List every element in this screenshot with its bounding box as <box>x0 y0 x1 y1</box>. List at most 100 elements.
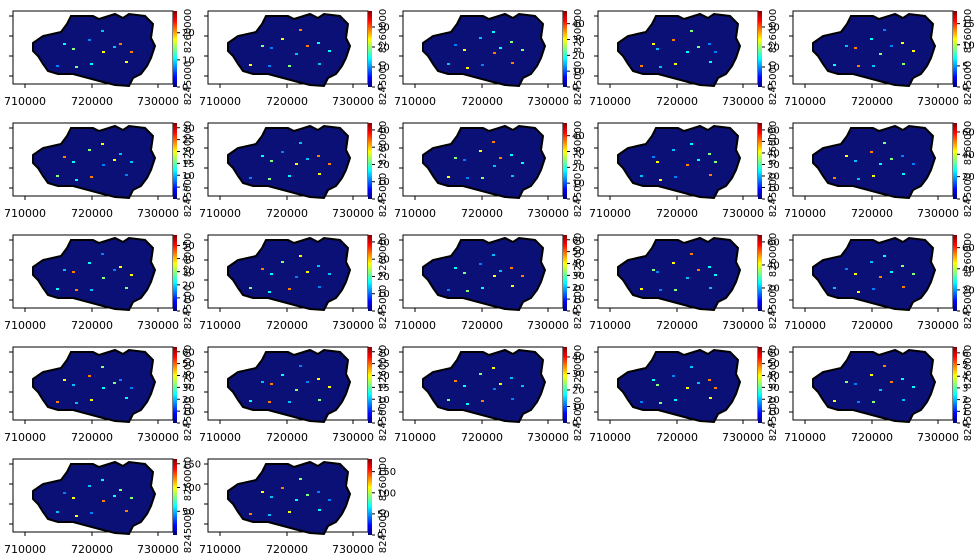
study-area-raster <box>617 236 742 312</box>
hotspot-cell <box>281 38 284 40</box>
x-tick-label: 720000 <box>71 319 113 332</box>
hotspot-cell <box>268 401 271 403</box>
x-tick-label: 710000 <box>4 207 46 220</box>
x-tick-label: 730000 <box>332 431 374 444</box>
hotspot-cell <box>268 178 271 180</box>
colorbar <box>368 11 372 87</box>
hotspot-cell <box>119 43 122 45</box>
hotspot-cell <box>72 161 75 163</box>
hotspot-cell <box>130 387 133 389</box>
hotspot-cell <box>306 271 309 273</box>
x-tick-label: 720000 <box>71 543 113 556</box>
hotspot-cell <box>492 254 495 256</box>
y-tick-label: 8260000 <box>573 233 584 278</box>
hotspot-cell <box>652 43 655 45</box>
map-panel: 710000 720000 7300000501001508260000824500… <box>199 457 396 556</box>
y-tick-label: 8245000 <box>378 173 389 218</box>
x-tick-label: 730000 <box>137 207 179 220</box>
hotspot-cell <box>63 492 66 494</box>
study-area-raster <box>812 12 937 88</box>
y-tick-label: 8245000 <box>573 61 584 106</box>
hotspot-cell <box>902 286 905 288</box>
hotspot-cell <box>521 385 524 387</box>
hotspot-cell <box>270 273 273 275</box>
hotspot-cell <box>75 179 78 181</box>
colorbar-tick-label: 0 <box>572 419 578 430</box>
colorbar-tick-label: 10 <box>377 63 390 74</box>
colorbar-tick-label: 5 <box>377 407 383 418</box>
hotspot-cell <box>857 178 860 180</box>
y-tick-label: 8245000 <box>378 509 389 554</box>
hotspot-cell <box>659 402 662 404</box>
colorbar <box>758 235 762 311</box>
hotspot-cell <box>63 379 66 381</box>
x-tick-label: 710000 <box>589 319 631 332</box>
hotspot-cell <box>288 288 291 290</box>
x-tick-label: 730000 <box>527 95 569 108</box>
x-tick-label: 710000 <box>394 207 436 220</box>
colorbar-tick-label: 20 <box>767 171 780 182</box>
study-area-raster <box>227 348 352 424</box>
hotspot-cell <box>466 403 469 405</box>
colorbar-tick-label: 50 <box>767 359 780 370</box>
hotspot-cell <box>709 174 712 176</box>
x-tick-label: 720000 <box>851 207 893 220</box>
hotspot-cell <box>328 499 331 501</box>
colorbar <box>953 11 957 87</box>
colorbar-tick-label: 30 <box>182 383 195 394</box>
hotspot-cell <box>317 491 320 493</box>
colorbar <box>758 123 762 199</box>
hotspot-cell <box>510 41 513 43</box>
hotspot-cell <box>299 478 302 480</box>
hotspot-cell <box>879 163 882 165</box>
hotspot-cell <box>890 45 893 47</box>
colorbar-tick-label: 20 <box>572 385 585 396</box>
hotspot-cell <box>130 51 133 53</box>
colorbar-tick-label: 20 <box>377 371 390 382</box>
study-area-raster <box>32 12 157 88</box>
hotspot-cell <box>72 271 75 273</box>
hotspot-cell <box>697 46 700 48</box>
colorbar-tick-label: 20 <box>377 272 390 283</box>
hotspot-cell <box>640 401 643 403</box>
y-tick-label: 8260000 <box>963 121 974 166</box>
study-area-raster <box>422 124 547 200</box>
hotspot-cell <box>268 65 271 67</box>
colorbar-tick-label: 60 <box>767 237 780 248</box>
study-area-raster <box>227 12 352 88</box>
hotspot-cell <box>656 161 659 163</box>
colorbar-tick-label: 20 <box>572 283 585 294</box>
hotspot-cell <box>481 287 484 289</box>
hotspot-cell <box>833 287 836 289</box>
hotspot-cell <box>125 174 128 176</box>
colorbar-tick-label: 2 <box>962 395 968 406</box>
colorbar <box>368 347 372 423</box>
hotspot-cell <box>511 398 514 400</box>
hotspot-cell <box>125 397 128 399</box>
hotspot-cell <box>261 155 264 157</box>
x-tick-label: 730000 <box>332 95 374 108</box>
hotspot-cell <box>854 383 857 385</box>
hotspot-cell <box>672 375 675 377</box>
hotspot-cell <box>288 175 291 177</box>
colorbar-tick-label: 40 <box>572 352 585 363</box>
hotspot-cell <box>499 47 502 49</box>
x-tick-label: 730000 <box>722 431 764 444</box>
y-tick-label: 8260000 <box>768 233 779 278</box>
hotspot-cell <box>883 29 886 31</box>
colorbar-tick-label: 60 <box>182 347 195 358</box>
x-tick-label: 710000 <box>784 431 826 444</box>
colorbar-tick-label: 15 <box>182 159 195 170</box>
x-tick-label: 730000 <box>527 207 569 220</box>
x-tick-label: 730000 <box>722 95 764 108</box>
colorbar <box>173 459 177 535</box>
hotspot-cell <box>492 141 495 143</box>
hotspot-cell <box>521 162 524 164</box>
x-tick-label: 730000 <box>137 319 179 332</box>
hotspot-cell <box>56 401 59 403</box>
hotspot-cell <box>90 63 93 65</box>
hotspot-cell <box>463 49 466 51</box>
colorbar-tick-label: 30 <box>767 383 780 394</box>
